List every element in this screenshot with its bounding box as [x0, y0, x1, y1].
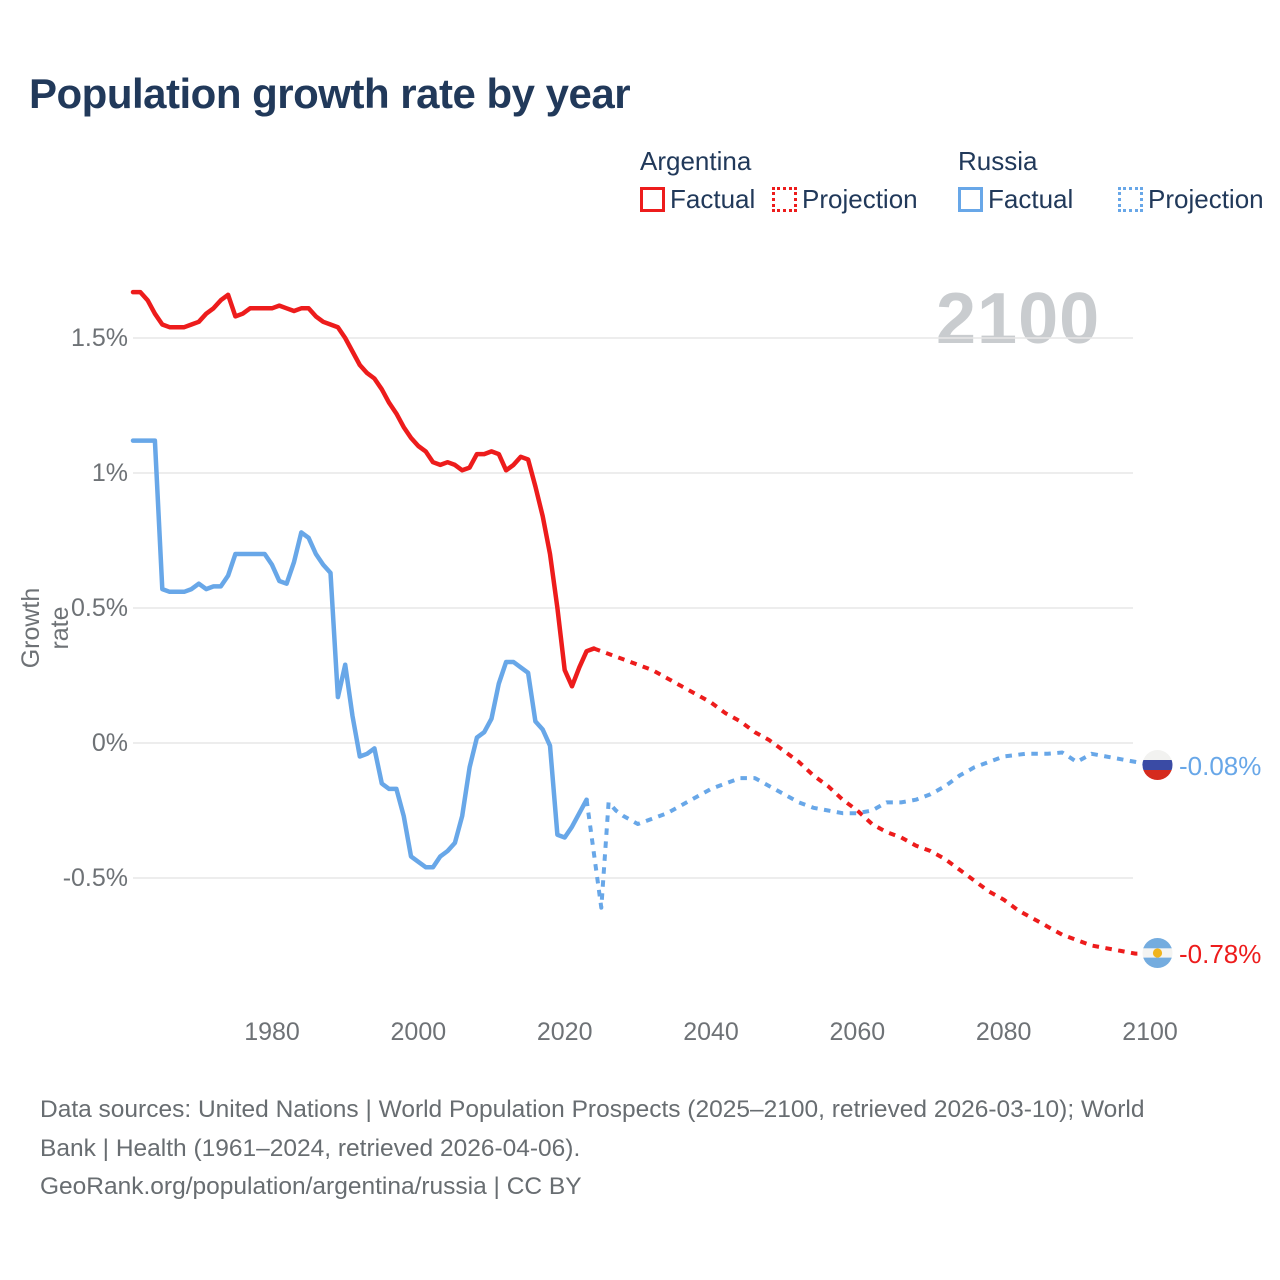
- x-tick-label: 2100: [1122, 1018, 1178, 1046]
- series-lines: [130, 289, 1151, 956]
- legend-group-russia: Russia: [958, 146, 1038, 176]
- legend-item-russia-factual[interactable]: Factual: [958, 184, 1073, 215]
- argentina-end-value: -0.78%: [1179, 939, 1262, 969]
- x-tick-label: 2000: [390, 1018, 447, 1046]
- x-axis-ticks: 1980 2000 2020 2040 2060 2080 2100: [0, 1018, 1280, 1048]
- russia-factual-swatch-icon: [958, 187, 983, 212]
- page-title: Population growth rate by year: [29, 70, 631, 117]
- legend-item-argentina-projection[interactable]: Projection: [772, 184, 918, 215]
- argentina-projection-swatch-icon: [772, 187, 797, 212]
- legend-label: Factual: [670, 184, 756, 214]
- russia-projection-swatch-icon: [1118, 187, 1143, 212]
- gridlines: [133, 337, 1133, 879]
- legend-label: Projection: [802, 184, 918, 214]
- watermark-year: 2100: [936, 279, 1101, 359]
- series-argentina-projection: [593, 646, 1150, 956]
- series-russia-projection: [584, 750, 1151, 910]
- y-axis-ticks: 1.5% 1% 0.5% 0% -0.5%: [0, 0, 128, 1280]
- x-tick-label: 2020: [536, 1018, 593, 1046]
- x-tick-label: 2060: [829, 1018, 886, 1046]
- y-tick-label: 1.5%: [71, 324, 128, 352]
- sun-icon: [1152, 948, 1163, 958]
- y-tick-label: 1%: [91, 459, 128, 487]
- source-link[interactable]: GeoRank.org/population/argentina/russia …: [40, 1173, 582, 1200]
- russia-flag-icon: [1142, 750, 1173, 780]
- data-sources-line2: Bank | Health (1961–2024, retrieved 2026…: [40, 1134, 581, 1162]
- y-tick-label: 0.5%: [71, 594, 128, 622]
- footer: Data sources: United Nations | World Pop…: [40, 1091, 1240, 1207]
- x-tick-label: 1980: [244, 1018, 300, 1046]
- legend-label: Projection: [1148, 184, 1264, 214]
- y-tick-label: 0%: [91, 729, 128, 757]
- russia-end-value: -0.08%: [1179, 751, 1262, 781]
- series-argentina-factual: [130, 289, 597, 689]
- x-tick-label: 2080: [975, 1018, 1032, 1046]
- data-sources-line1: Data sources: United Nations | World Pop…: [40, 1096, 1145, 1123]
- legend-item-argentina-factual[interactable]: Factual: [640, 184, 755, 215]
- series-russia-factual: [130, 438, 589, 870]
- y-tick-label: -0.5%: [62, 864, 128, 892]
- argentina-flag-icon: [1142, 938, 1173, 968]
- legend-group-argentina: Argentina: [640, 146, 752, 176]
- legend-label: Factual: [988, 184, 1074, 214]
- x-tick-label: 2040: [683, 1018, 739, 1046]
- legend-item-russia-projection[interactable]: Projection: [1118, 184, 1264, 215]
- argentina-factual-swatch-icon: [640, 187, 665, 212]
